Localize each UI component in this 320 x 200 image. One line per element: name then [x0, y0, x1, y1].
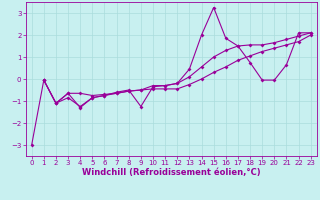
X-axis label: Windchill (Refroidissement éolien,°C): Windchill (Refroidissement éolien,°C) — [82, 168, 260, 177]
